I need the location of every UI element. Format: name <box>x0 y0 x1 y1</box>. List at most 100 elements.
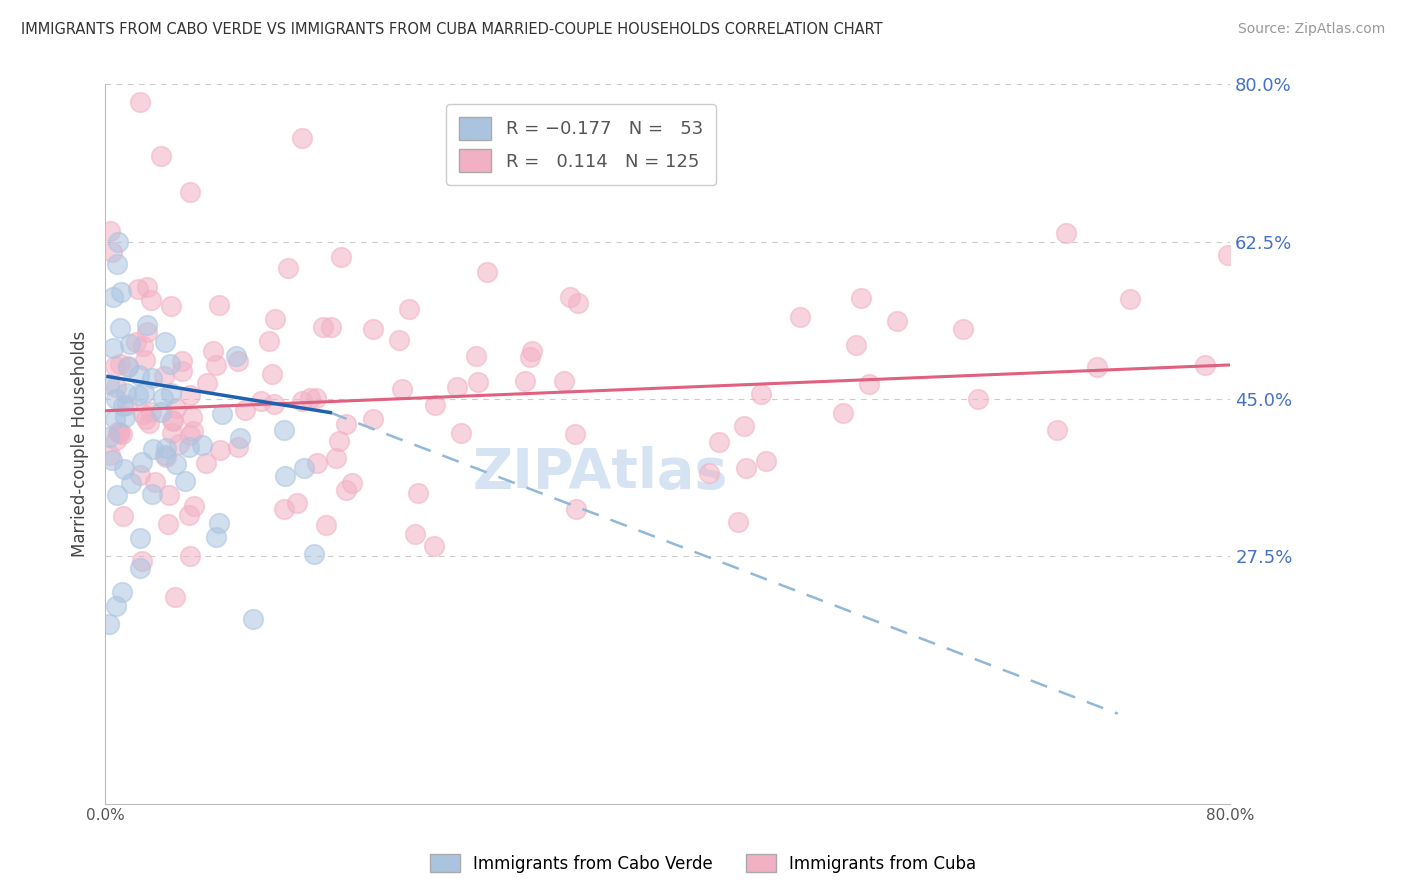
Point <box>734 461 756 475</box>
Point <box>191 437 214 451</box>
Legend: R = −0.177   N =   53, R =   0.114   N = 125: R = −0.177 N = 53, R = 0.114 N = 125 <box>446 104 716 185</box>
Point <box>141 487 163 501</box>
Point <box>273 423 295 437</box>
Point <box>515 374 537 388</box>
Point <box>733 419 755 434</box>
Point <box>135 411 157 425</box>
Point <box>465 349 488 363</box>
Point <box>167 437 190 451</box>
Point <box>110 285 132 299</box>
Point <box>404 527 426 541</box>
Point <box>292 461 315 475</box>
Point <box>226 354 249 368</box>
Point <box>131 455 153 469</box>
Point <box>114 409 136 424</box>
Point <box>160 413 183 427</box>
Point <box>328 434 350 449</box>
Point <box>103 290 125 304</box>
Point <box>330 250 353 264</box>
Point <box>522 344 544 359</box>
Point <box>565 501 588 516</box>
Point <box>475 265 498 279</box>
Point <box>305 391 328 405</box>
Point <box>408 486 430 500</box>
Point <box>127 282 149 296</box>
Point <box>155 450 177 465</box>
Point <box>305 456 328 470</box>
Point <box>727 515 749 529</box>
Point <box>108 357 131 371</box>
Point <box>128 467 150 482</box>
Point <box>233 403 256 417</box>
Point <box>398 302 420 317</box>
Point <box>157 488 180 502</box>
Point <box>179 549 201 564</box>
Point <box>177 440 200 454</box>
Point <box>179 427 201 442</box>
Point <box>564 426 586 441</box>
Point <box>136 325 159 339</box>
Point <box>423 398 446 412</box>
Point <box>263 311 285 326</box>
Point <box>117 359 139 373</box>
Point <box>208 298 231 312</box>
Point <box>112 462 135 476</box>
Point <box>274 468 297 483</box>
Point <box>225 349 247 363</box>
Point <box>155 335 177 350</box>
Y-axis label: Married-couple Households: Married-couple Households <box>72 331 89 558</box>
Point <box>132 407 155 421</box>
Point <box>335 483 357 497</box>
Point <box>832 406 855 420</box>
Point <box>519 350 541 364</box>
Point <box>391 383 413 397</box>
Point <box>105 257 128 271</box>
Point <box>1119 292 1142 306</box>
Point <box>141 293 163 308</box>
Point <box>273 502 295 516</box>
Point <box>128 368 150 382</box>
Point <box>174 474 197 488</box>
Point <box>467 375 489 389</box>
Point <box>98 377 121 392</box>
Point <box>101 245 124 260</box>
Point <box>104 412 127 426</box>
Point <box>325 450 347 465</box>
Point <box>1054 226 1077 240</box>
Point <box>117 359 139 374</box>
Point <box>1216 247 1239 261</box>
Point <box>165 401 187 415</box>
Point <box>108 425 131 439</box>
Point <box>1046 424 1069 438</box>
Text: Source: ZipAtlas.com: Source: ZipAtlas.com <box>1237 22 1385 37</box>
Point <box>208 516 231 530</box>
Point <box>388 333 411 347</box>
Point <box>105 487 128 501</box>
Point <box>131 554 153 568</box>
Point <box>194 456 217 470</box>
Point <box>98 448 121 462</box>
Point <box>125 334 148 349</box>
Point <box>250 393 273 408</box>
Point <box>789 310 811 324</box>
Point <box>285 496 308 510</box>
Point <box>567 296 589 310</box>
Point <box>423 539 446 553</box>
Point <box>111 427 134 442</box>
Point <box>183 499 205 513</box>
Point <box>160 425 183 440</box>
Point <box>277 261 299 276</box>
Point <box>361 412 384 426</box>
Point <box>118 337 141 351</box>
Point <box>98 224 121 238</box>
Point <box>195 376 218 391</box>
Point <box>242 612 264 626</box>
Point <box>159 357 181 371</box>
Point <box>152 391 174 405</box>
Point <box>110 320 132 334</box>
Point <box>229 431 252 445</box>
Point <box>131 339 153 353</box>
Point <box>179 388 201 402</box>
Point <box>101 453 124 467</box>
Point <box>321 320 343 334</box>
